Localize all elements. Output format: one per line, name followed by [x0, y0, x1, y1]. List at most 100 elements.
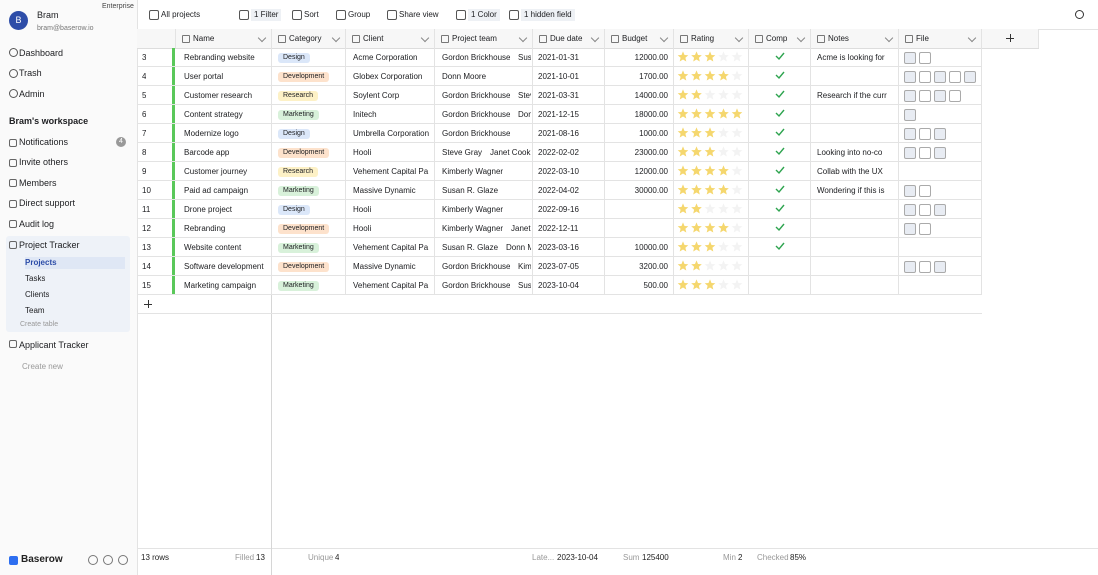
rating[interactable]: [677, 240, 747, 254]
file-thumbnail[interactable]: [919, 204, 931, 216]
add-column[interactable]: [982, 29, 1039, 48]
file-thumbnail[interactable]: [949, 90, 961, 102]
checkbox[interactable]: [775, 165, 785, 175]
nav-item[interactable]: Members: [19, 177, 57, 188]
file-thumbnail[interactable]: [919, 185, 931, 197]
column-header[interactable]: Budget: [622, 34, 648, 43]
rating[interactable]: [677, 221, 747, 235]
column-header[interactable]: Notes: [828, 34, 849, 43]
file-thumbnail[interactable]: [919, 147, 931, 159]
footer-button[interactable]: [118, 555, 128, 565]
toolbar-button[interactable]: Sort: [304, 10, 319, 19]
rating[interactable]: [677, 164, 747, 178]
file-thumbnail[interactable]: [919, 71, 931, 83]
checkbox[interactable]: [775, 70, 785, 80]
rating[interactable]: [677, 107, 747, 121]
rating[interactable]: [677, 145, 747, 159]
checkbox[interactable]: [775, 89, 785, 99]
file-thumbnail[interactable]: [934, 261, 946, 273]
cell-text: Customer journey: [184, 167, 248, 176]
file-thumbnail[interactable]: [934, 90, 946, 102]
nav-item[interactable]: Notifications: [19, 137, 69, 147]
column-header[interactable]: Category: [289, 34, 322, 43]
rating[interactable]: [677, 278, 747, 292]
checkbox[interactable]: [775, 184, 785, 194]
file-thumbnail[interactable]: [919, 52, 931, 64]
checkbox[interactable]: [775, 146, 785, 156]
file-thumbnail[interactable]: [934, 71, 946, 83]
column-header[interactable]: Project team: [452, 34, 497, 43]
file-thumbnail[interactable]: [904, 90, 916, 102]
nav-item[interactable]: Invite others: [19, 157, 69, 167]
create-new[interactable]: Create new: [22, 362, 63, 371]
file-thumbnail[interactable]: [904, 204, 916, 216]
star: [704, 127, 716, 138]
file-thumbnail[interactable]: [919, 128, 931, 140]
footer-aggregate: Late...: [532, 553, 555, 562]
rating[interactable]: [677, 69, 747, 83]
user-name[interactable]: Bram: [37, 10, 59, 20]
nav-item[interactable]: Direct support: [19, 198, 76, 209]
footer-button[interactable]: [103, 555, 113, 565]
rating[interactable]: [677, 88, 747, 102]
column-header[interactable]: Due date: [550, 34, 583, 43]
toolbar-button[interactable]: Share view: [399, 10, 439, 19]
create-table[interactable]: Create table: [20, 321, 59, 328]
file-thumbnail[interactable]: [919, 261, 931, 273]
column-header[interactable]: Client: [363, 34, 384, 43]
checkbox[interactable]: [775, 241, 785, 251]
nav-item[interactable]: Dashboard: [19, 48, 64, 58]
toolbar-button[interactable]: 1 hidden field: [521, 9, 575, 21]
file-thumbnail[interactable]: [904, 71, 916, 83]
column-header[interactable]: File: [916, 34, 929, 43]
file-thumbnail[interactable]: [919, 223, 931, 235]
nav-item[interactable]: Trash: [19, 68, 42, 78]
file-thumbnail[interactable]: [904, 185, 916, 197]
footer-button[interactable]: [88, 555, 98, 565]
star: [677, 279, 689, 290]
checkbox[interactable]: [775, 51, 785, 61]
toolbar-button[interactable]: 1 Color: [468, 9, 500, 21]
nav-item[interactable]: Audit log: [19, 219, 55, 230]
checkbox[interactable]: [775, 222, 785, 232]
table-link[interactable]: Tasks: [25, 274, 46, 283]
add-row[interactable]: [137, 295, 982, 314]
file-thumbnail[interactable]: [904, 128, 916, 140]
file-thumbnail[interactable]: [904, 223, 916, 235]
nav-icon: [9, 200, 17, 208]
file-thumbnail[interactable]: [904, 52, 916, 64]
table-link[interactable]: Projects: [25, 257, 125, 269]
column-header[interactable]: Name: [193, 34, 215, 43]
file-thumbnail[interactable]: [919, 90, 931, 102]
rating[interactable]: [677, 126, 747, 140]
table-link[interactable]: Team: [25, 306, 45, 315]
checkbox[interactable]: [775, 108, 785, 118]
file-thumbnail[interactable]: [904, 109, 916, 121]
file-thumbnail[interactable]: [934, 147, 946, 159]
rating[interactable]: [677, 50, 747, 64]
checkbox[interactable]: [775, 203, 785, 213]
database-name[interactable]: Applicant Tracker: [19, 340, 89, 350]
cell-text: Customer research: [184, 91, 253, 100]
column-header[interactable]: Comp: [766, 34, 788, 43]
rating[interactable]: [677, 259, 747, 273]
database-name[interactable]: Project Tracker: [19, 240, 80, 250]
file-thumbnail[interactable]: [964, 71, 976, 83]
table-link[interactable]: Clients: [25, 290, 50, 299]
avatar[interactable]: B: [9, 11, 28, 30]
column-border: [981, 29, 982, 295]
file-thumbnail[interactable]: [934, 128, 946, 140]
search-icon[interactable]: [1075, 10, 1084, 19]
rating[interactable]: [677, 202, 747, 216]
toolbar-button[interactable]: 1 Filter: [251, 9, 282, 21]
checkbox[interactable]: [775, 127, 785, 137]
rating[interactable]: [677, 183, 747, 197]
column-header[interactable]: Rating: [691, 34, 715, 43]
file-thumbnail[interactable]: [904, 261, 916, 273]
nav-item[interactable]: Admin: [19, 89, 45, 99]
toolbar-button[interactable]: Group: [348, 10, 371, 19]
file-thumbnail[interactable]: [934, 204, 946, 216]
file-thumbnail[interactable]: [904, 147, 916, 159]
file-thumbnail[interactable]: [949, 71, 961, 83]
toolbar-button[interactable]: All projects: [161, 10, 201, 19]
